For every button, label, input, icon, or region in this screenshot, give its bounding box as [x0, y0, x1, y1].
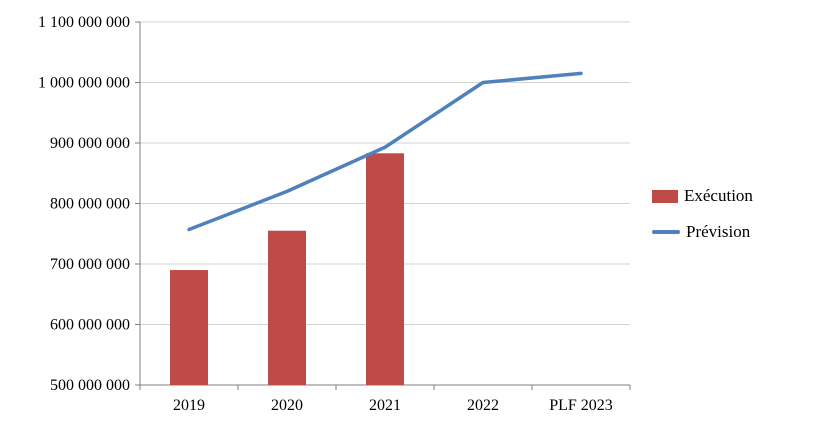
legend-item-prevision: Prévision [652, 222, 753, 242]
chart-plot-area: 500 000 000 600 000 000 700 000 000 800 000… [38, 14, 631, 414]
svg-text:1 100 000 000: 1 100 000 000 [38, 14, 130, 31]
prevision-line-swatch-icon [652, 230, 680, 234]
legend-label-prevision: Prévision [686, 222, 751, 241]
svg-text:2019: 2019 [173, 397, 205, 414]
legend-item-execution: Exécution [652, 186, 753, 206]
svg-text:700 000 000: 700 000 000 [50, 256, 130, 273]
svg-text:1 000 000 000: 1 000 000 000 [38, 75, 130, 92]
svg-text:PLF 2023: PLF 2023 [549, 397, 613, 414]
svg-text:600 000 000: 600 000 000 [50, 317, 130, 334]
svg-text:2020: 2020 [271, 397, 303, 414]
svg-text:800 000 000: 800 000 000 [50, 196, 130, 213]
execution-bar-swatch-icon [652, 189, 678, 203]
svg-text:500 000 000: 500 000 000 [50, 377, 130, 394]
svg-text:2022: 2022 [467, 397, 499, 414]
svg-text:2021: 2021 [369, 397, 401, 414]
chart-legend: Exécution Prévision [652, 186, 753, 242]
legend-label-execution: Exécution [684, 186, 753, 205]
svg-text:900 000 000: 900 000 000 [50, 135, 130, 152]
